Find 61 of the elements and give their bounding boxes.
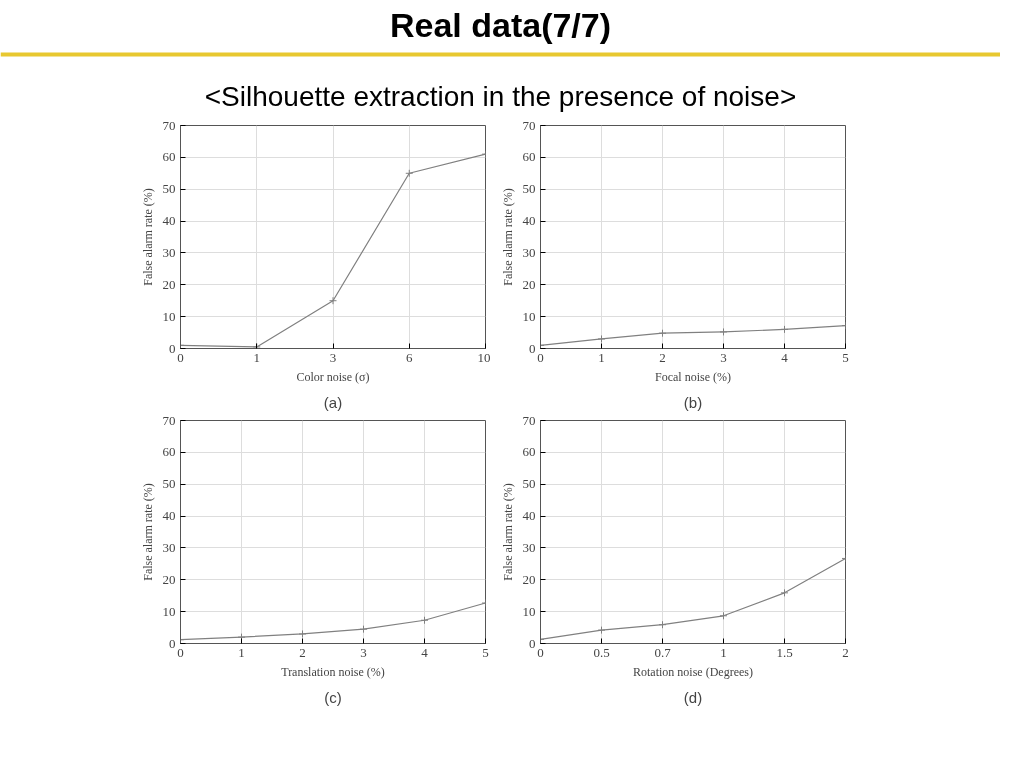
y-axis-title: False alarm rate (%) (500, 483, 515, 581)
x-tick-label: 0.7 (654, 644, 672, 660)
y-tick-label: 70 (522, 412, 536, 428)
x-tick-label: 2 (299, 644, 306, 660)
y-tick-label: 40 (522, 213, 536, 229)
y-tick-label: 20 (162, 276, 176, 292)
y-tick-label: 40 (162, 508, 176, 524)
y-tick-label: 10 (162, 308, 176, 324)
text: (d) (683, 688, 703, 706)
y-tick-label: 60 (522, 149, 536, 165)
y-tick-label: 20 (522, 571, 536, 587)
x-tick-label: 3 (720, 349, 727, 365)
text: (b) (683, 393, 703, 411)
y-axis-title: False alarm rate (%) (500, 188, 515, 286)
y-tick-label: 70 (162, 412, 176, 428)
y-tick-label: 20 (522, 276, 536, 292)
text: <Silhouette extraction in the presence of noise> (204, 81, 797, 112)
x-tick-label: 4 (781, 349, 789, 365)
text: (c) (324, 688, 342, 706)
y-tick-label: 40 (522, 508, 536, 524)
x-tick-label: 6 (406, 349, 413, 365)
x-axis-title: Color noise (σ) (296, 369, 370, 384)
y-tick-label: 60 (162, 149, 176, 165)
x-tick-label: 1 (720, 644, 727, 660)
y-tick-label: 10 (522, 603, 536, 619)
y-tick-label: 30 (162, 539, 176, 555)
y-tick-label: 10 (162, 603, 176, 619)
x-tick-label: 3 (360, 644, 367, 660)
y-tick-label: 30 (522, 539, 536, 555)
y-tick-label: 40 (162, 213, 176, 229)
x-tick-label: 1 (253, 349, 260, 365)
y-tick-label: 30 (522, 244, 536, 260)
x-tick-label: 5 (482, 644, 489, 660)
x-tick-label: 2 (842, 644, 849, 660)
x-tick-label: 5 (842, 349, 849, 365)
y-tick-label: 30 (162, 244, 176, 260)
x-axis-title: Rotation noise (Degrees) (633, 664, 753, 679)
y-axis-title: False alarm rate (%) (140, 483, 155, 581)
x-axis-title: Focal noise (%) (655, 369, 731, 384)
y-tick-label: 70 (522, 117, 536, 133)
text: Real data(7/7) (389, 5, 612, 44)
x-tick-label: 3 (329, 349, 337, 365)
x-tick-label: 1.5 (776, 644, 793, 660)
y-tick-label: 60 (162, 444, 176, 460)
y-tick-label: 60 (522, 444, 536, 460)
y-tick-label: 50 (522, 181, 536, 197)
y-tick-label: 10 (522, 308, 536, 324)
y-tick-label: 50 (162, 181, 176, 197)
x-tick-label: 4 (421, 644, 429, 660)
x-tick-label: 1 (598, 349, 605, 365)
text: (a) (323, 393, 343, 411)
y-tick-label: 70 (162, 117, 176, 133)
y-tick-label: 50 (522, 476, 536, 492)
x-tick-label: 10 (477, 349, 491, 365)
y-axis-title: False alarm rate (%) (140, 188, 155, 286)
y-tick-label: 20 (162, 571, 176, 587)
x-axis-title: Translation noise (%) (281, 664, 385, 679)
x-tick-label: 0.5 (593, 644, 610, 660)
x-tick-label: 1 (238, 644, 245, 660)
y-tick-label: 50 (162, 476, 176, 492)
x-tick-label: 2 (659, 349, 666, 365)
